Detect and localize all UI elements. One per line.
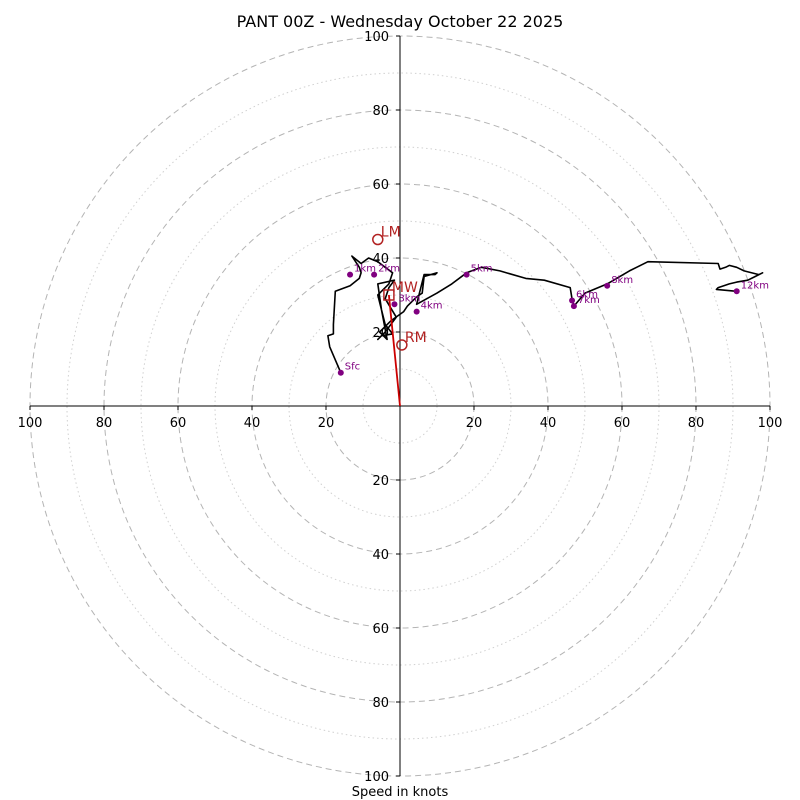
height-marker-sfc	[337, 369, 344, 376]
x-tick-label: 100	[18, 416, 43, 431]
x-tick-label: 40	[540, 416, 557, 431]
height-marker-7km	[570, 303, 577, 310]
x-tick-label: 100	[758, 416, 783, 431]
y-tick-label: 80	[372, 696, 389, 711]
height-label-sfc: Sfc	[345, 362, 360, 373]
hodograph-line	[327, 255, 764, 374]
height-label-5km: 5km	[471, 264, 493, 275]
height-label-8km: 8km	[611, 275, 633, 286]
x-tick-labels: 100 80 60 40 20 20 40 60 80 100	[18, 406, 783, 431]
height-marker-8km	[604, 282, 611, 289]
height-marker-12km	[733, 288, 740, 295]
x-axis-label: Speed in knots	[352, 785, 449, 800]
height-label-1km: 1km	[354, 264, 376, 275]
y-tick-label: 100	[364, 30, 389, 45]
height-marker-5km	[463, 271, 470, 278]
mean-wind-vector	[388, 294, 401, 407]
height-label-7km: 7km	[578, 295, 600, 306]
x-tick-label: 20	[318, 416, 335, 431]
y-tick-label: 80	[372, 104, 389, 119]
height-marker-2km	[371, 271, 378, 278]
y-tick-label: 60	[372, 178, 389, 193]
x-tick-label: 20	[466, 416, 483, 431]
x-tick-label: 60	[170, 416, 187, 431]
x-tick-label: 40	[244, 416, 261, 431]
y-tick-label: 40	[372, 548, 389, 563]
height-marker-3km	[391, 301, 398, 308]
height-label-12km: 12km	[741, 280, 769, 291]
height-marker-1km	[347, 271, 354, 278]
storm-motion-label-lm: LM	[381, 225, 401, 241]
storm-motion-marker-mw	[383, 289, 395, 301]
storm-motion-markers: LM RM MW	[372, 225, 427, 407]
chart-title: PANT 00Z - Wednesday October 22 2025	[237, 12, 564, 31]
height-label-4km: 4km	[421, 301, 443, 312]
height-label-6km: 6km	[576, 290, 598, 301]
height-label-3km: 3km	[398, 293, 420, 304]
x-tick-label: 80	[96, 416, 113, 431]
x-tick-label: 60	[614, 416, 631, 431]
y-tick-label: 40	[372, 252, 389, 267]
height-marker-6km	[569, 297, 576, 304]
height-marker-4km	[413, 308, 420, 315]
storm-motion-label-mw: MW	[392, 280, 418, 296]
storm-motion-marker-lm	[372, 233, 384, 246]
y-tick-label: 60	[372, 622, 389, 637]
x-tick-label: 80	[688, 416, 705, 431]
y-tick-label: 20	[372, 474, 389, 489]
y-tick-label: 100	[364, 770, 389, 785]
wind-profile-trace	[327, 255, 764, 374]
storm-motion-marker-rm	[396, 339, 408, 351]
storm-motion-label-rm: RM	[405, 330, 427, 346]
height-label-2km: 2km	[378, 264, 400, 275]
